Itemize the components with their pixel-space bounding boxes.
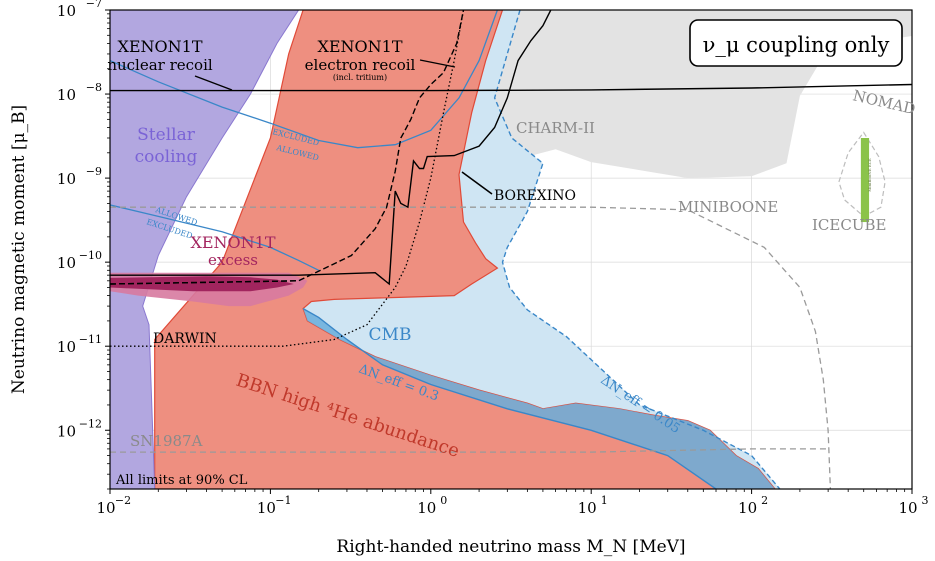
miniboone-label: MINIBOONE [678, 198, 778, 216]
line-delta-n-eff-0-05 [493, 10, 781, 489]
x-tick-exponent: 0 [440, 494, 447, 507]
miniboone-ece-label: MiniBooNE ECE [867, 158, 872, 192]
y-tick-label: 10 [57, 254, 76, 272]
borexino-arrow [461, 171, 493, 195]
line-xenon1t-nuclear-recoil [110, 83, 912, 92]
x-tick-label: 10 [578, 499, 597, 517]
x-tick-exponent: −2 [115, 494, 131, 507]
line-sn1987a [110, 448, 829, 453]
stellar-label-2: cooling [135, 147, 198, 167]
y-tick-exponent: −7 [86, 0, 102, 10]
x-axis-label: Right-handed neutrino mass M_N [MeV] [336, 537, 685, 557]
xenon-electron-label-2: electron recoil [305, 56, 416, 74]
line-xenon1t-electron-recoil-dashed [110, 10, 465, 285]
cmb-label: CMB [369, 325, 412, 345]
y-tick-label: 10 [57, 338, 76, 356]
xenon-nuclear-arrow [194, 75, 233, 91]
xenon-nuclear-label-2: nuclear recoil [107, 56, 213, 74]
y-tick-label: 10 [57, 170, 76, 188]
footnote-label: All limits at 90% CL [115, 473, 248, 488]
x-tick-exponent: 1 [601, 494, 608, 507]
y-axis-label: Neutrino magnetic moment [μ_B] [9, 105, 29, 394]
darwin-label: DARWIN [153, 331, 217, 347]
y-tick-exponent: −12 [79, 417, 102, 430]
xenon-electron-label-1: XENON1T [317, 37, 402, 56]
line-delta-n-eff-0-3 [302, 307, 717, 489]
stellar-label-1: Stellar [137, 125, 196, 145]
region-neff-band [303, 308, 775, 489]
y-tick-exponent: −11 [79, 333, 102, 346]
y-tick-exponent: −9 [86, 165, 102, 178]
x-tick-exponent: 2 [761, 494, 768, 507]
y-tick-label: 10 [57, 422, 76, 440]
region-bbn-high-4he-abundance [154, 10, 776, 489]
line-miniboone [110, 206, 832, 489]
miniboone-ece-bar [860, 137, 870, 223]
plot-frame [109, 9, 913, 490]
xenon-excess-label-1: XENON1T [190, 233, 275, 252]
title-box-label: ν_μ coupling only [703, 33, 890, 57]
region-stellar-cooling [110, 10, 300, 489]
y-tick-label: 10 [57, 86, 76, 104]
xenon-electron-arrow [419, 59, 456, 68]
line-xenon-excess-dash [110, 280, 299, 285]
region-xenon1t-excess-core [110, 276, 294, 292]
y-tick-label: 10 [57, 2, 76, 20]
charm-label: CHARM-II [516, 119, 595, 137]
line-borexino [110, 10, 552, 286]
line-icecube [838, 131, 886, 218]
sn1987a-label: SN1987A [130, 432, 203, 450]
x-tick-label: 10 [417, 499, 436, 517]
borexino-label: BOREXINO [494, 188, 576, 204]
line-stellar-cooling-boundary-lower [110, 204, 319, 271]
icecube-label: ICECUBE [812, 216, 886, 234]
region-cmb [303, 10, 780, 489]
x-tick-label: 10 [96, 499, 115, 517]
line-stellar-cooling-boundary-upper [110, 10, 499, 149]
xenon-electron-label-3: (incl. tritium) [333, 73, 387, 82]
y-tick-exponent: −8 [86, 81, 102, 94]
x-tick-label: 10 [257, 499, 276, 517]
y-tick-exponent: −10 [79, 249, 102, 262]
xenon-excess-label-2: excess [208, 251, 258, 269]
xenon-nuclear-label-1: XENON1T [117, 37, 202, 56]
x-tick-label: 10 [738, 499, 757, 517]
x-tick-exponent: 3 [922, 494, 929, 507]
x-tick-exponent: −1 [275, 494, 291, 507]
x-tick-label: 10 [898, 499, 917, 517]
title-box [689, 19, 903, 67]
